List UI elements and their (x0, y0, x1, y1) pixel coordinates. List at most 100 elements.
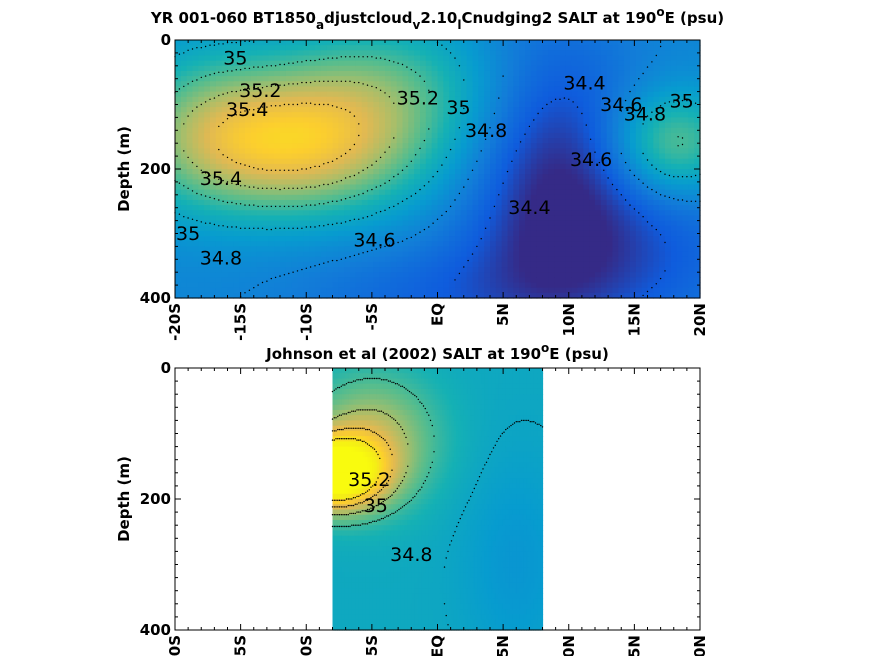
heatmap-cell (285, 148, 293, 155)
heatmap-cell (635, 101, 643, 108)
heatmap-cell (443, 40, 450, 46)
contour-point (353, 195, 356, 197)
heatmap-cell (274, 205, 281, 211)
heatmap-cell (274, 251, 281, 258)
heatmap-cell (659, 241, 666, 247)
heatmap-cell (250, 60, 258, 67)
heatmap-cell (653, 112, 660, 118)
heatmap-cell (490, 117, 497, 124)
heatmap-cell (338, 117, 345, 124)
contour-point (213, 177, 216, 179)
heatmap-cell (472, 230, 479, 237)
heatmap-cell (635, 251, 643, 258)
contour-point (231, 226, 233, 228)
heatmap-cell (309, 169, 316, 175)
heatmap-cell (536, 292, 544, 299)
heatmap-cell (437, 199, 444, 206)
contour-point (362, 83, 364, 85)
contour-point (327, 80, 329, 83)
heatmap-cell (280, 101, 287, 108)
heatmap-cell (291, 40, 299, 46)
contour-point (222, 71, 224, 74)
heatmap-cell (198, 236, 205, 242)
heatmap-cell (647, 40, 654, 46)
heatmap-cell (227, 65, 234, 72)
heatmap-cell (326, 148, 334, 155)
heatmap-cell (204, 277, 211, 284)
heatmap-cell (379, 117, 386, 124)
contour-point (646, 115, 649, 117)
heatmap-cell (507, 189, 514, 196)
heatmap-cell (367, 272, 374, 278)
heatmap-cell (379, 76, 386, 82)
heatmap-cell (390, 40, 398, 46)
heatmap-cell (355, 194, 363, 201)
heatmap-cell (291, 148, 299, 155)
contour-point (283, 84, 286, 86)
heatmap-cell (472, 40, 479, 46)
heatmap-cell (600, 143, 608, 149)
heatmap-cell (618, 282, 625, 289)
heatmap-cell (350, 287, 357, 294)
heatmap-cell (618, 267, 625, 273)
heatmap-cell (565, 256, 573, 263)
heatmap-cell (379, 55, 386, 62)
heatmap-cell (630, 277, 637, 284)
contour-point (296, 61, 299, 63)
heatmap-cell (630, 153, 637, 160)
heatmap-cell (373, 143, 380, 149)
heatmap-cell (635, 282, 643, 289)
heatmap-cell (390, 132, 398, 139)
heatmap-cell (297, 199, 304, 206)
heatmap-cell (490, 282, 497, 289)
heatmap-cell (320, 267, 328, 273)
heatmap-cell (221, 230, 229, 237)
heatmap-cell (175, 86, 182, 93)
heatmap-cell (554, 261, 561, 268)
heatmap-cell (373, 163, 380, 170)
heatmap-cell (297, 194, 304, 201)
heatmap-cell (577, 163, 584, 170)
heatmap-cell (455, 138, 462, 144)
heatmap-cell (665, 230, 672, 237)
heatmap-cell (396, 282, 404, 289)
heatmap-cell (466, 45, 474, 51)
heatmap-cell (309, 205, 316, 211)
heatmap-cell (180, 153, 188, 160)
heatmap-cell (315, 292, 322, 299)
heatmap-cell (198, 277, 205, 284)
heatmap-cell (262, 76, 269, 82)
heatmap-cell (519, 76, 526, 82)
heatmap-cell (525, 143, 532, 149)
heatmap-cell (490, 101, 497, 108)
heatmap-cell (180, 132, 188, 139)
heatmap-cell (472, 101, 479, 108)
heatmap-cell (303, 96, 310, 103)
heatmap-cell (420, 179, 427, 186)
heatmap-cell (525, 236, 532, 242)
heatmap-cell (320, 215, 328, 222)
heatmap-cell (530, 107, 538, 113)
heatmap-cell (484, 179, 491, 186)
heatmap-cell (355, 163, 363, 170)
heatmap-cell (180, 112, 188, 118)
heatmap-cell (245, 163, 252, 170)
heatmap-cell (385, 225, 392, 232)
heatmap-cell (670, 251, 678, 258)
heatmap-cell (361, 272, 369, 278)
contour-point (384, 58, 386, 60)
heatmap-cell (204, 86, 211, 93)
heatmap-cell (425, 50, 433, 57)
heatmap-cell (618, 76, 625, 82)
heatmap-cell (437, 143, 444, 149)
heatmap-cell (320, 184, 328, 191)
heatmap-cell (326, 81, 334, 88)
contour-point (204, 172, 207, 174)
heatmap-cell (455, 107, 462, 113)
heatmap-cell (385, 272, 392, 278)
heatmap-cell (379, 251, 386, 258)
heatmap-cell (198, 148, 205, 155)
heatmap-cell (291, 246, 299, 253)
heatmap-cell (455, 76, 462, 82)
heatmap-cell (490, 143, 497, 149)
